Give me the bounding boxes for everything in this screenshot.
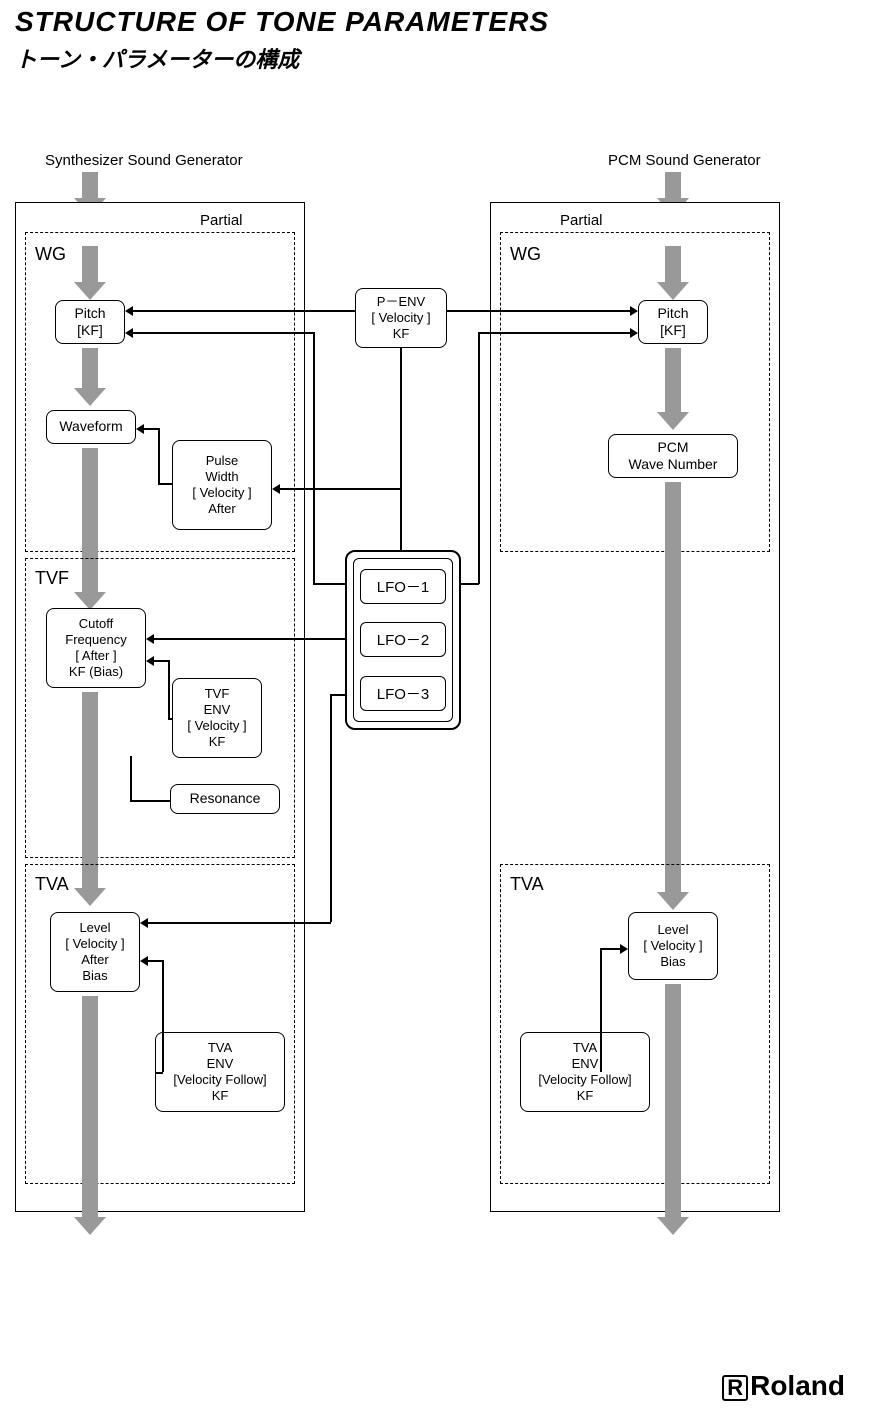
lfo1-box: LFO－1	[360, 569, 446, 604]
connector-line	[158, 428, 160, 483]
connector-line	[584, 1032, 585, 1033]
connector-line	[162, 960, 164, 1072]
wg-section-right	[500, 232, 770, 552]
connector-line	[168, 660, 170, 718]
connector-line	[280, 488, 400, 490]
connector-line	[400, 348, 402, 550]
tvf-env-box: TVF ENV [ Velocity ] KF	[172, 678, 262, 758]
wg-label-right: WG	[510, 244, 541, 265]
connector-line	[154, 660, 168, 662]
connector-line	[330, 694, 332, 922]
pitch-box-right: Pitch [KF]	[638, 300, 708, 344]
arrow-icon	[82, 692, 98, 892]
connector-line	[330, 694, 345, 696]
tva-env-box-left: TVA ENV [Velocity Follow] KF	[155, 1032, 285, 1112]
connector-line	[447, 310, 630, 312]
penv-box: P－ENV [ Velocity ] KF	[355, 288, 447, 348]
pcm-gen-label: PCM Sound Generator	[608, 152, 761, 169]
connector-line	[158, 483, 172, 485]
lfo2-box: LFO－2	[360, 622, 446, 657]
synth-gen-label: Synthesizer Sound Generator	[45, 152, 243, 169]
arrow-icon	[665, 172, 681, 202]
connector-line	[130, 800, 170, 802]
connector-line	[133, 310, 355, 312]
pitch-box-left: Pitch [KF]	[55, 300, 125, 344]
arrow-icon	[665, 348, 681, 416]
connector-line	[133, 332, 313, 334]
connector-line	[478, 332, 630, 334]
level-box-right: Level [ Velocity ] Bias	[628, 912, 718, 980]
arrow-icon	[82, 348, 98, 392]
resonance-box: Resonance	[170, 784, 280, 814]
pulse-width-box: Pulse Width [ Velocity ] After	[172, 440, 272, 530]
arrow-icon	[82, 996, 98, 1221]
lfo3-box: LFO－3	[360, 676, 446, 711]
connector-line	[155, 1072, 163, 1074]
tva-label-left: TVA	[35, 874, 69, 895]
arrow-icon	[665, 246, 681, 286]
connector-line	[154, 638, 345, 640]
connector-line	[144, 428, 158, 430]
lfo-group-box: LFO－1 LFO－2 LFO－3	[345, 550, 461, 730]
partial-label-right: Partial	[560, 212, 603, 229]
tva-label-right: TVA	[510, 874, 544, 895]
wg-label-left: WG	[35, 244, 66, 265]
connector-line	[148, 922, 331, 924]
level-box-left: Level [ Velocity ] After Bias	[50, 912, 140, 992]
page-title: STRUCTURE OF TONE PARAMETERS	[15, 6, 549, 38]
arrow-icon	[665, 482, 681, 896]
arrow-icon	[665, 984, 681, 1221]
connector-line	[130, 756, 132, 801]
connector-line	[461, 583, 479, 585]
page-subtitle: トーン・パラメーターの構成	[15, 42, 299, 74]
connector-line	[600, 948, 620, 950]
cutoff-box: Cutoff Frequency [ After ] KF (Bias)	[46, 608, 146, 688]
arrow-icon	[82, 246, 98, 286]
tva-env-box-right: TVA ENV [Velocity Follow] KF	[520, 1032, 650, 1112]
connector-line	[313, 583, 345, 585]
connector-line	[313, 332, 315, 584]
pcm-wave-box: PCM Wave Number	[608, 434, 738, 478]
connector-line	[478, 332, 480, 584]
waveform-box: Waveform	[46, 410, 136, 444]
connector-line	[600, 948, 602, 1072]
connector-line	[148, 960, 162, 962]
tvf-label: TVF	[35, 568, 69, 589]
partial-label-left: Partial	[200, 212, 243, 229]
logo-r-icon: R	[722, 1375, 748, 1401]
arrow-icon	[82, 172, 98, 202]
roland-logo: RRoland	[722, 1370, 845, 1402]
connector-line	[168, 718, 172, 720]
